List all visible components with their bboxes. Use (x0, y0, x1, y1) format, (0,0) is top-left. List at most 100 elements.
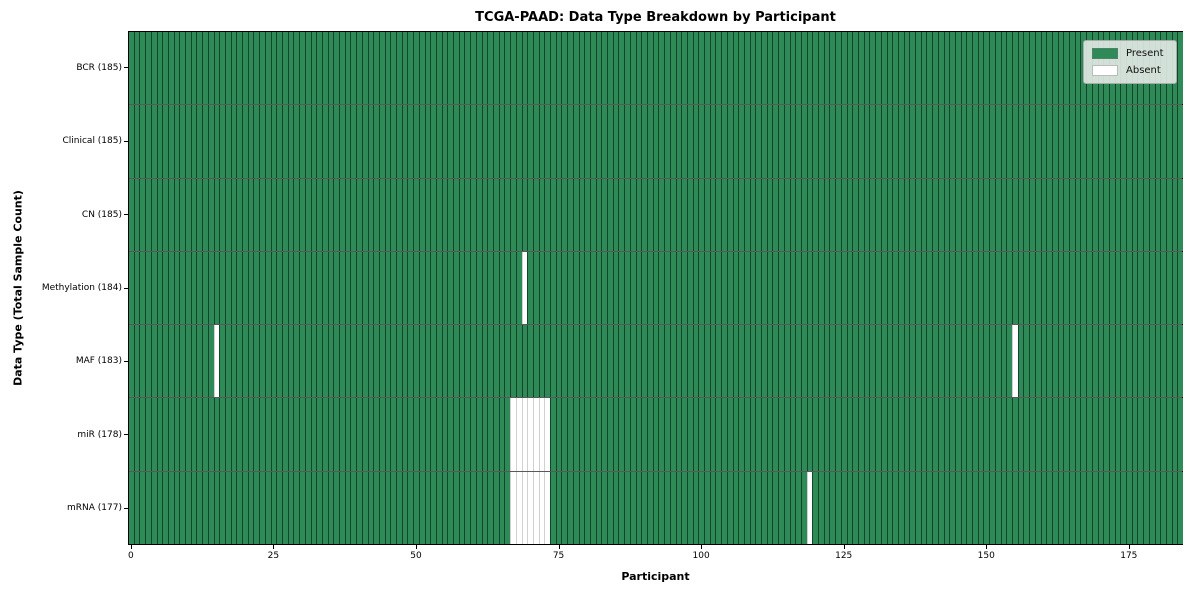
matrix-cell (475, 325, 482, 398)
matrix-cell (538, 178, 545, 251)
matrix-cell (333, 325, 340, 398)
matrix-cell (1103, 178, 1109, 251)
matrix-cell (698, 105, 705, 178)
matrix-cell (840, 105, 847, 178)
matrix-cell (624, 325, 630, 398)
matrix-cell (875, 251, 881, 325)
matrix-cell (1091, 325, 1098, 398)
matrix-cell (584, 325, 590, 398)
matrix-cell (253, 178, 260, 251)
matrix-cell (943, 325, 950, 398)
matrix-cell (664, 398, 670, 471)
matrix-cell (515, 178, 522, 251)
matrix-cell (156, 471, 163, 544)
matrix-cell (823, 325, 830, 398)
matrix-cell (686, 178, 693, 251)
matrix-cell (1069, 178, 1075, 251)
matrix-cell (333, 398, 340, 471)
matrix-cell (253, 32, 260, 105)
matrix-cell (430, 471, 436, 544)
matrix-cell (686, 32, 693, 105)
matrix-cell (1046, 471, 1052, 544)
matrix-cell (196, 325, 203, 398)
matrix-cell (544, 398, 551, 471)
matrix-cell (669, 398, 676, 471)
matrix-cell (247, 32, 254, 105)
matrix-cell (926, 398, 933, 471)
matrix-cell (812, 105, 819, 178)
matrix-cell (743, 251, 750, 325)
matrix-cell (584, 105, 590, 178)
matrix-cell (202, 105, 208, 178)
matrix-cell (1034, 325, 1041, 398)
x-tick-mark (1128, 545, 1130, 549)
matrix-cell (356, 32, 362, 105)
matrix-cell (629, 251, 636, 325)
matrix-cell (886, 178, 893, 251)
matrix-cell (259, 32, 265, 105)
matrix-cell (493, 398, 499, 471)
matrix-cell (1023, 32, 1030, 105)
y-tick-label-BCR: BCR (185) (76, 62, 122, 73)
matrix-cell (943, 105, 950, 178)
matrix-cell (624, 471, 630, 544)
matrix-cell (384, 325, 391, 398)
matrix-cell (812, 398, 819, 471)
matrix-cell (270, 32, 277, 105)
matrix-cell (595, 471, 602, 544)
matrix-cell (413, 325, 419, 398)
matrix-cell (435, 325, 442, 398)
matrix-cell (150, 251, 157, 325)
matrix-cell (1154, 398, 1161, 471)
matrix-cell (373, 325, 379, 398)
matrix-cell (133, 251, 140, 325)
matrix-cell (721, 105, 727, 178)
matrix-cell (287, 178, 294, 251)
matrix-cell (1148, 105, 1155, 178)
matrix-cell (247, 325, 254, 398)
matrix-cell (1086, 251, 1092, 325)
y-tick-label-Clinical: Clinical (185) (62, 136, 122, 147)
matrix-cell (555, 178, 562, 251)
matrix-cell (396, 251, 402, 325)
matrix-cell (915, 251, 921, 325)
matrix-cell (1148, 178, 1155, 251)
matrix-cell (954, 178, 961, 251)
matrix-cell (475, 105, 482, 178)
matrix-cell (475, 471, 482, 544)
matrix-cell (498, 32, 505, 105)
matrix-cell (1063, 105, 1070, 178)
matrix-cell (795, 178, 801, 251)
matrix-cell (350, 398, 357, 471)
matrix-cell (1069, 471, 1075, 544)
matrix-cell (1114, 105, 1121, 178)
matrix-cell (1108, 471, 1115, 544)
matrix-cell (350, 325, 357, 398)
matrix-cell (589, 398, 596, 471)
matrix-cell (646, 178, 653, 251)
matrix-cell (361, 178, 368, 251)
matrix-cell (943, 178, 950, 251)
x-tick-label-125: 125 (835, 551, 853, 561)
matrix-cell (344, 398, 351, 471)
matrix-cell (658, 105, 665, 178)
matrix-cell (994, 178, 1001, 251)
matrix-cell (892, 178, 898, 251)
matrix-cell (498, 398, 505, 471)
matrix-cell (259, 251, 265, 325)
matrix-cell (658, 325, 665, 398)
matrix-cell (133, 32, 140, 105)
matrix-cell (738, 398, 744, 471)
matrix-cell (755, 325, 762, 398)
matrix-cell (515, 251, 522, 325)
matrix-cell (173, 471, 180, 544)
matrix-cell (487, 105, 493, 178)
matrix-cell (498, 178, 505, 251)
matrix-cell (1023, 325, 1030, 398)
matrix-row-Clinical (129, 105, 1184, 179)
matrix-cell (635, 398, 642, 471)
matrix-cell (321, 32, 328, 105)
matrix-cell (1046, 325, 1052, 398)
matrix-cell (219, 178, 225, 251)
absent-swatch-icon (1092, 65, 1118, 76)
